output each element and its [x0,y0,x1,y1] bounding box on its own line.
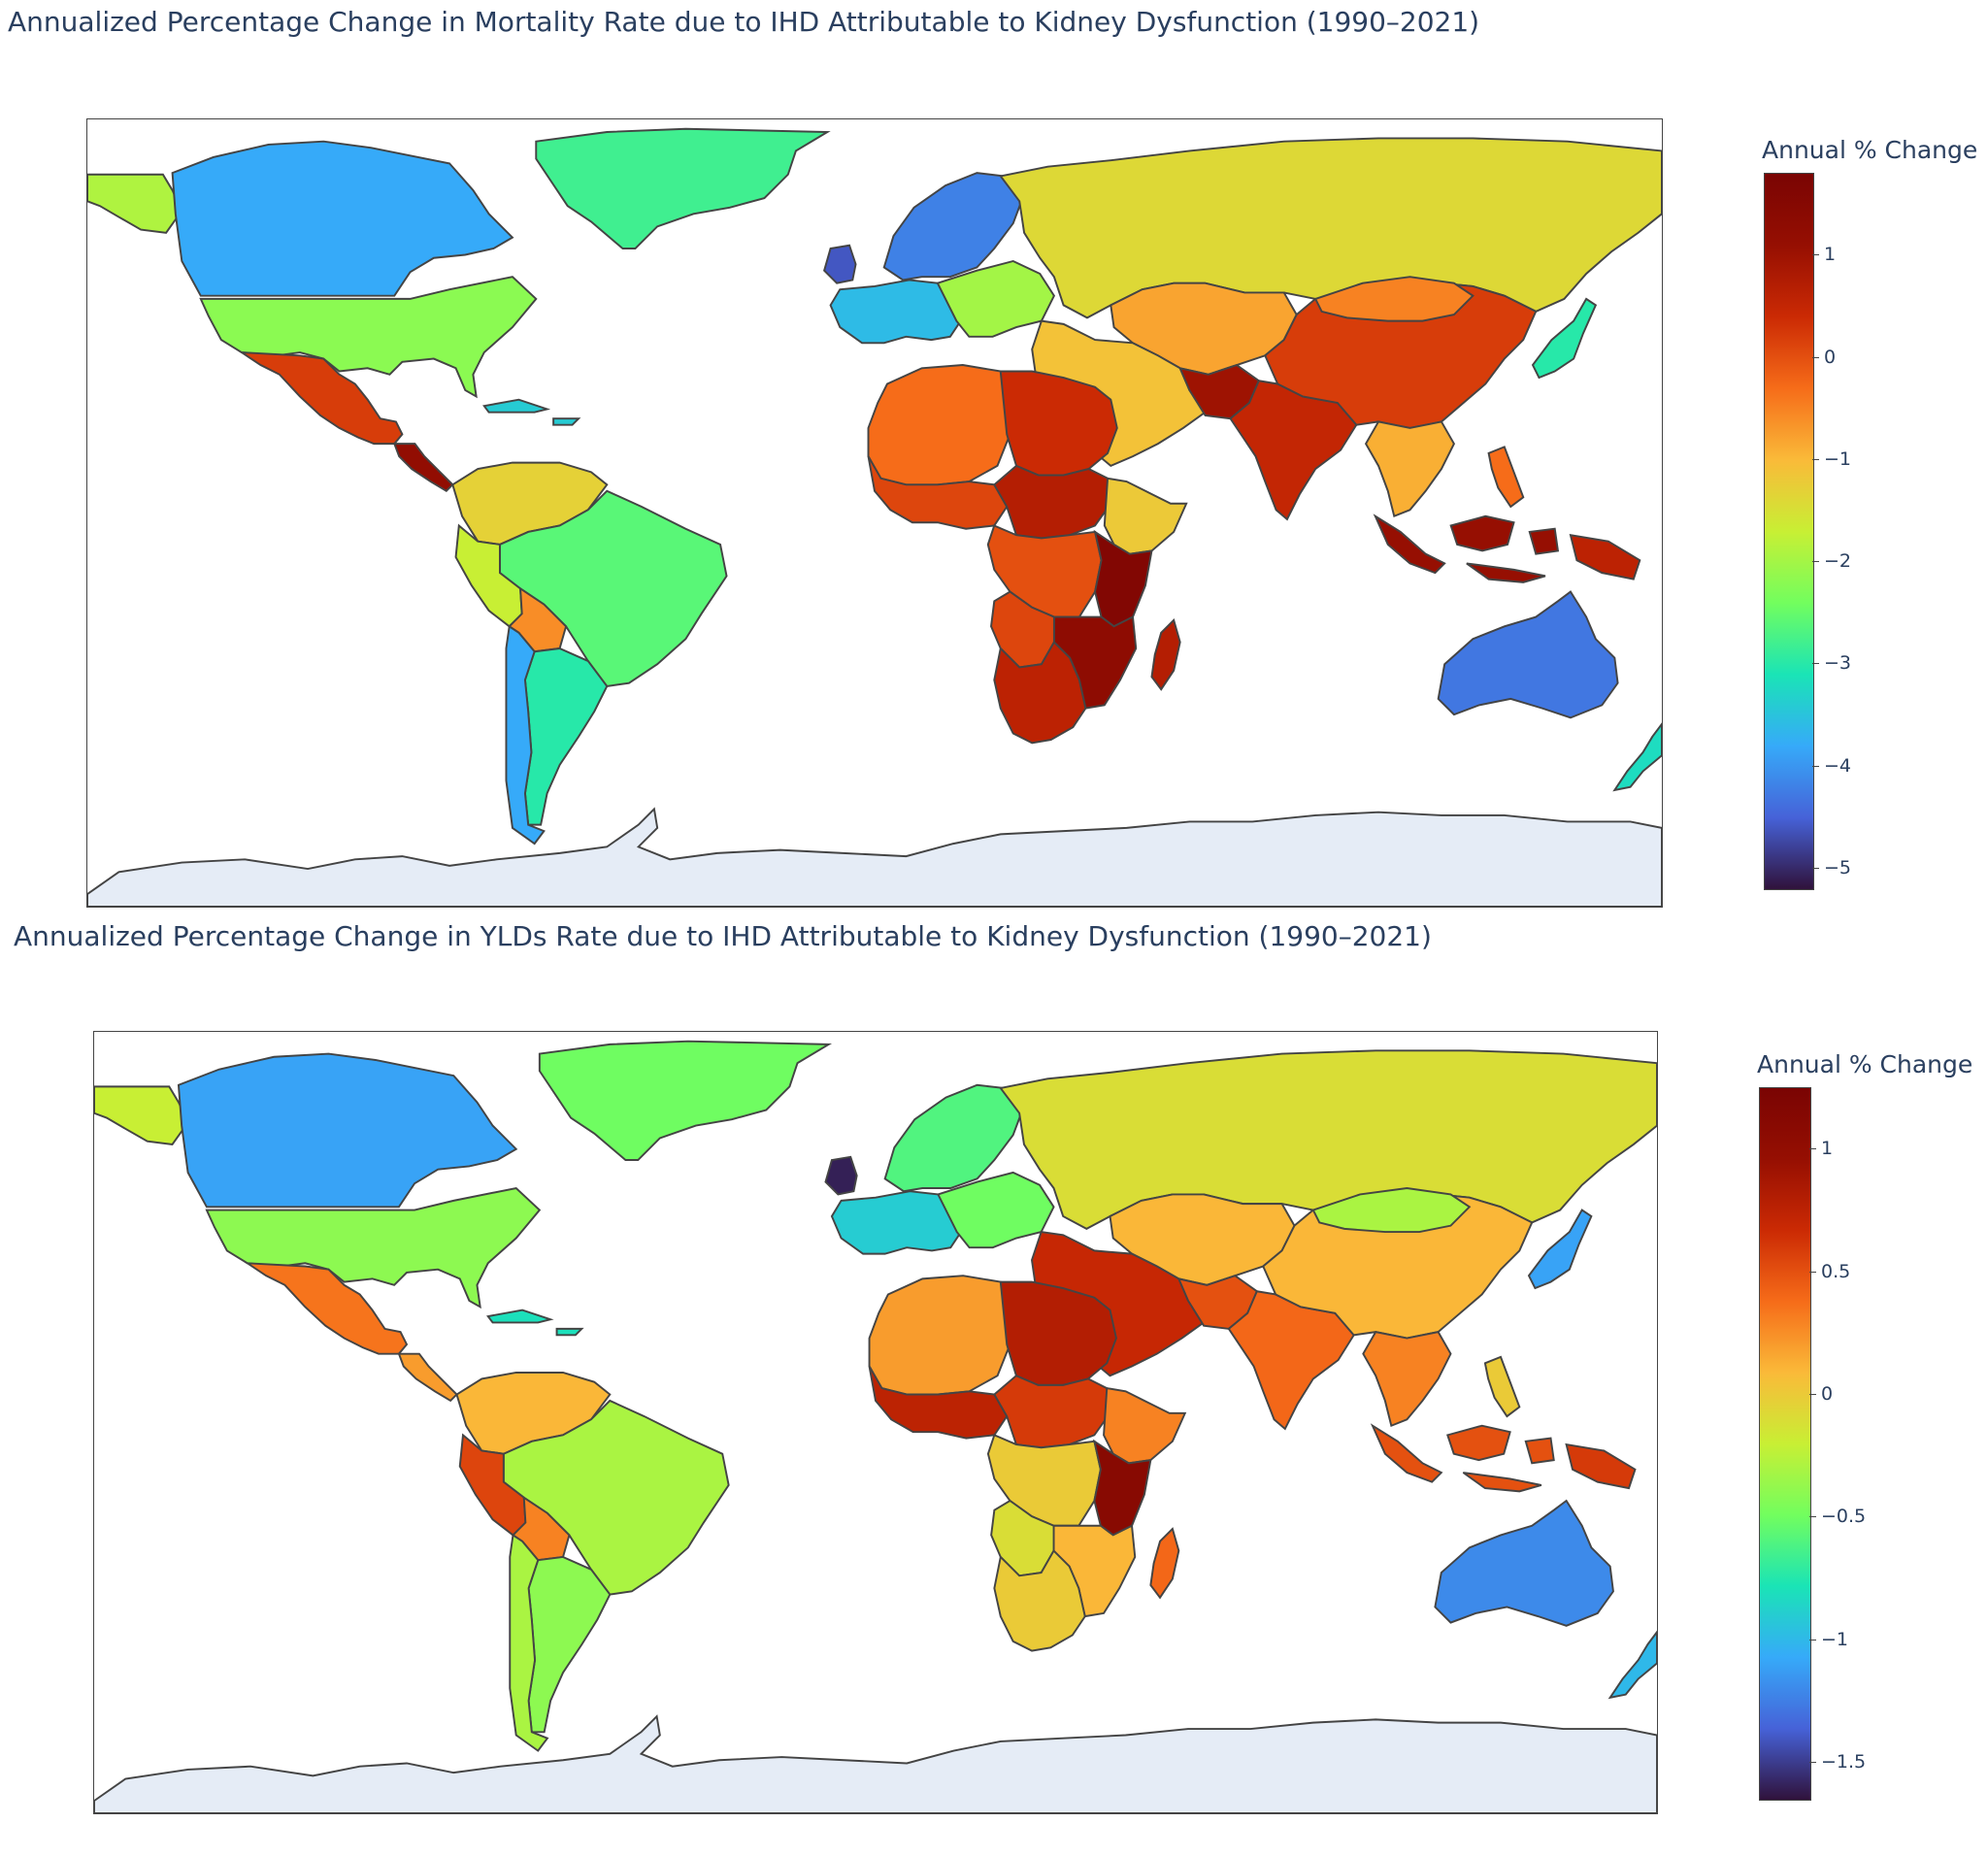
ylds-colorbar-title: Annual % Change [1757,1050,1973,1078]
colorbar-tick-label: 1 [1821,1138,1834,1160]
region-southern-africa[interactable] [993,640,1087,745]
colorbar-tickmark [1809,1516,1816,1518]
region-mexico[interactable] [238,350,404,446]
mortality-map-svg [87,127,1662,907]
region-canada[interactable] [177,1052,518,1209]
mortality-map[interactable] [86,118,1663,908]
region-new-zealand[interactable] [1612,722,1662,792]
colorbar-tick-label: −1.5 [1821,1751,1867,1773]
colorbar-tick-label: −3 [1824,652,1852,675]
region-caribbean[interactable] [486,1309,584,1337]
colorbar-tick-label: −4 [1824,754,1852,777]
colorbar-tick-label: −1 [1824,447,1852,470]
region-australia[interactable] [1437,590,1619,719]
region-west-africa[interactable] [867,455,1009,530]
region-madagascar[interactable] [1150,617,1181,691]
colorbar-tickmark [1809,1639,1816,1641]
colorbar-tickmark [1809,1762,1816,1764]
colorbar-tickmark [1812,254,1819,256]
region-southeast-asia[interactable] [1364,420,1455,518]
region-madagascar[interactable] [1149,1527,1180,1600]
region-japan[interactable] [1527,1209,1593,1290]
ylds-map[interactable] [93,1031,1658,1814]
region-chile[interactable] [509,1533,549,1752]
region-papua-new-guinea[interactable] [1565,1442,1637,1490]
region-caribbean[interactable] [482,398,581,426]
region-sudan-chad[interactable] [993,1375,1111,1449]
colorbar-tickmark [1809,1271,1816,1273]
region-sudan-chad[interactable] [993,464,1112,540]
colorbar-tickmark [1812,458,1819,460]
region-alaska[interactable] [87,173,183,234]
region-india[interactable] [1229,380,1358,521]
region-united-kingdom[interactable] [823,244,857,284]
region-argentina[interactable] [527,1555,612,1734]
region-southern-africa[interactable] [993,1548,1086,1652]
region-new-zealand[interactable] [1607,1630,1657,1700]
colorbar-tickmark [1812,356,1819,358]
region-japan[interactable] [1531,297,1598,380]
ylds-map-title: Annualized Percentage Change in YLDs Rat… [14,920,1432,952]
region-russia[interactable] [999,137,1662,319]
region-scandinavia[interactable] [883,1083,1024,1193]
region-philippines[interactable] [1483,1355,1521,1418]
region-greenland[interactable] [538,1040,833,1161]
colorbar-tick-label: 0.5 [1821,1260,1851,1282]
ylds-map-svg [94,1040,1657,1813]
region-papua-new-guinea[interactable] [1569,534,1641,580]
colorbar-tickmark [1809,1393,1816,1395]
region-mongolia[interactable] [1313,276,1474,322]
region-mexico[interactable] [244,1262,409,1355]
region-mongolia[interactable] [1311,1187,1472,1234]
colorbar-tick-label: 1 [1824,244,1837,266]
region-north-africa[interactable] [868,1275,1011,1396]
region-chile[interactable] [505,624,546,845]
region-southeast-asia[interactable] [1362,1331,1452,1428]
region-west-africa[interactable] [868,1366,1009,1440]
mortality-colorbar-title: Annual % Change [1762,136,1978,164]
colorbar-tickmark [1812,765,1819,767]
region-scandinavia[interactable] [882,172,1024,282]
colorbar-tick-label: 0 [1821,1382,1834,1405]
region-greenland[interactable] [535,127,831,249]
region-united-kingdom[interactable] [824,1155,858,1196]
region-central-america[interactable] [397,1352,458,1403]
region-philippines[interactable] [1487,446,1525,509]
region-argentina[interactable] [523,646,609,826]
region-canada[interactable] [171,140,514,297]
colorbar-tickmark [1812,663,1819,665]
region-western-europe[interactable] [829,279,964,345]
mortality-colorbar [1764,173,1814,890]
ylds-colorbar [1759,1087,1811,1801]
colorbar-tickmark [1812,867,1819,869]
colorbar-tickmark [1812,561,1819,563]
mortality-map-title: Annualized Percentage Change in Mortalit… [8,6,1480,38]
colorbar-tick-label: −2 [1824,550,1852,573]
region-indonesia[interactable] [1370,1423,1555,1493]
colorbar-tick-label: 0 [1824,346,1837,368]
region-indonesia[interactable] [1373,514,1560,583]
region-western-europe[interactable] [830,1190,965,1255]
region-central-africa[interactable] [986,524,1103,618]
region-north-africa[interactable] [867,364,1011,486]
region-antarctica [94,1714,1657,1813]
region-ethiopia[interactable] [1103,1386,1187,1465]
colorbar-tick-label: −0.5 [1821,1506,1867,1528]
region-alaska[interactable] [94,1085,189,1145]
region-russia[interactable] [999,1049,1657,1230]
colorbar-tick-label: −5 [1824,856,1852,878]
colorbar-tickmark [1809,1148,1816,1150]
region-antarctica [87,807,1662,907]
region-central-africa[interactable] [986,1434,1102,1527]
region-india[interactable] [1227,1290,1355,1431]
region-central-america[interactable] [392,443,454,493]
colorbar-tick-label: −1 [1821,1628,1849,1650]
region-ethiopia[interactable] [1103,477,1188,555]
region-australia[interactable] [1434,1499,1614,1627]
